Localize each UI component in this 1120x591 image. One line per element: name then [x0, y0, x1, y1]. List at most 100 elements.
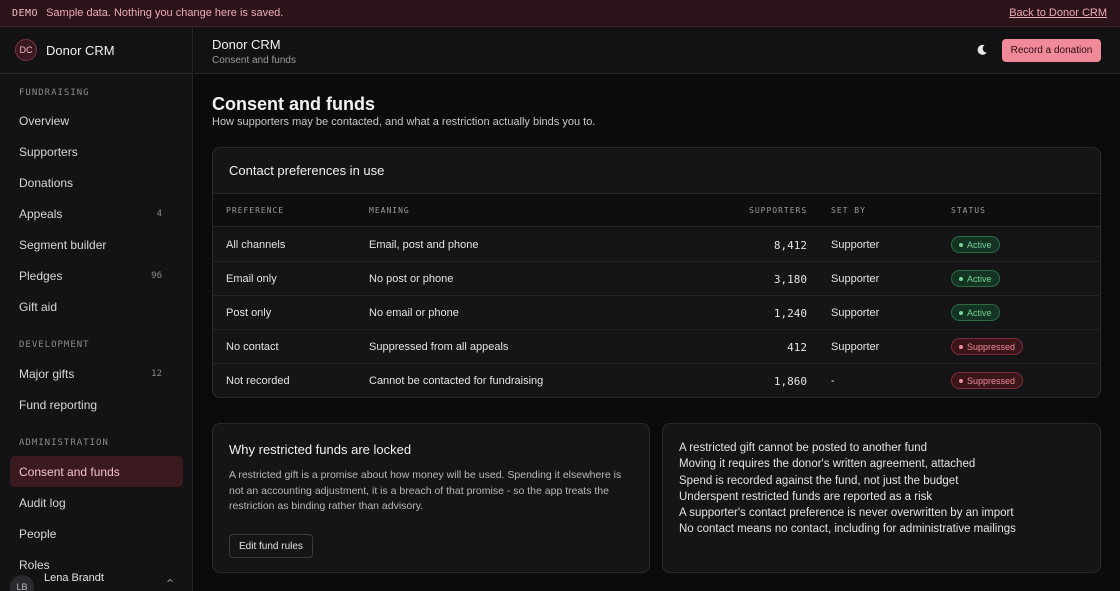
- status-badge: Active: [951, 270, 1000, 287]
- sidebar-item-count: 12: [151, 368, 162, 379]
- card-title: Contact preferences in use: [229, 163, 385, 178]
- table-row[interactable]: Post only No email or phone 1,240 Supporter…: [213, 296, 1100, 330]
- expand-icon: [167, 578, 173, 583]
- list-item: No contact means no contact, including f…: [679, 523, 1016, 536]
- user-name: Lena Brandt: [44, 572, 104, 584]
- cell-set-by: -: [831, 375, 835, 387]
- back-to-crm-link[interactable]: Back to Donor CRM: [1009, 7, 1107, 19]
- sidebar-item-label: Major gifts: [19, 366, 75, 381]
- list-item: A restricted gift cannot be posted to an…: [679, 442, 928, 454]
- column-header-status: STATUS: [951, 206, 986, 215]
- table-row[interactable]: Email only No post or phone 3,180 Supporter…: [213, 262, 1100, 296]
- page-subtitle: How supporters may be contacted, and wha…: [212, 116, 596, 128]
- sidebar-item-label: Donations: [19, 175, 74, 190]
- demo-tag: DEMO: [12, 7, 39, 19]
- sidebar-item-gift-aid[interactable]: Gift aid: [0, 291, 182, 322]
- sidebar-item-major-gifts[interactable]: Major gifts 12: [0, 358, 182, 389]
- card-description: A restricted gift is a promise about how…: [229, 469, 622, 512]
- top-bar: Donor CRM Consent and funds Record a don…: [194, 27, 1120, 74]
- record-donation-button[interactable]: Record a donation: [1002, 39, 1101, 62]
- demo-banner: DEMO Sample data. Nothing you change her…: [0, 0, 1120, 27]
- cell-supporters: 412: [787, 341, 807, 354]
- sidebar-item-supporters[interactable]: Supporters: [0, 136, 182, 167]
- sidebar-item-audit-log[interactable]: Audit log: [0, 487, 182, 518]
- moon-icon[interactable]: [975, 43, 989, 57]
- table-header: PREFERENCE MEANING SUPPORTERS SET BY STA…: [213, 193, 1100, 227]
- section-label-fundraising: FUNDRAISING: [19, 88, 90, 98]
- sidebar-item-label: Audit log: [19, 495, 66, 510]
- table-row[interactable]: No contact Suppressed from all appeals 412…: [213, 330, 1100, 364]
- sidebar-item-label: Overview: [19, 113, 70, 128]
- list-item: A supporter's contact preference is neve…: [679, 507, 1014, 520]
- cell-preference: No contact: [226, 341, 279, 353]
- sidebar-item-label: Pledges: [19, 268, 63, 283]
- edit-fund-rules-button[interactable]: Edit fund rules: [229, 534, 313, 558]
- status-label: Suppressed: [967, 341, 1016, 352]
- sidebar-item-label: Gift aid: [19, 299, 58, 314]
- sidebar-item-label: Supporters: [19, 144, 78, 159]
- sidebar-item-count: 4: [156, 208, 162, 219]
- cell-preference: All channels: [226, 239, 286, 251]
- column-header-meaning: MEANING: [369, 206, 410, 215]
- cell-preference: Not recorded: [226, 375, 290, 387]
- sidebar-item-consent-and-funds[interactable]: Consent and funds: [10, 456, 183, 487]
- status-dot: [959, 378, 963, 383]
- sidebar-item-pledges[interactable]: Pledges 96: [0, 260, 182, 291]
- cell-meaning: Email, post and phone: [369, 239, 479, 251]
- demo-message: Sample data. Nothing you change here is …: [46, 7, 284, 19]
- sidebar-item-label: Appeals: [19, 206, 63, 221]
- status-label: Suppressed: [967, 375, 1016, 386]
- status-dot: [959, 276, 963, 281]
- brand[interactable]: DC Donor CRM: [0, 27, 192, 74]
- sidebar-item-label: Fund reporting: [19, 397, 98, 412]
- status-badge: Suppressed: [951, 338, 1024, 355]
- page-title: Consent and funds: [212, 94, 375, 114]
- sidebar-item-label: Consent and funds: [19, 464, 120, 479]
- brand-logo: DC: [15, 39, 37, 61]
- current-section: Consent and funds: [212, 55, 296, 66]
- rules-list: A restricted gift cannot be posted to an…: [679, 440, 1016, 538]
- cell-preference: Email only: [226, 273, 277, 285]
- cell-supporters: 1,240: [773, 307, 807, 320]
- status-dot: [959, 344, 963, 349]
- column-header-preference: PREFERENCE: [226, 206, 285, 215]
- sidebar-item-people[interactable]: People: [0, 518, 182, 549]
- main-content: Consent and funds How supporters may be …: [194, 74, 1120, 591]
- cell-supporters: 1,860: [773, 375, 807, 388]
- sidebar-item-donations[interactable]: Donations: [0, 167, 182, 198]
- app-title: Donor CRM: [212, 37, 281, 52]
- rules-card: A restricted gift cannot be posted to an…: [662, 423, 1101, 573]
- sidebar-item-fund-reporting[interactable]: Fund reporting: [0, 389, 182, 420]
- sidebar-item-segment-builder[interactable]: Segment builder: [0, 229, 182, 260]
- status-dot: [959, 310, 963, 315]
- cell-preference: Post only: [226, 307, 272, 319]
- list-item: Underspent restricted funds are reported…: [679, 490, 933, 503]
- card-title: Why restricted funds are locked: [229, 442, 412, 457]
- sidebar: DC Donor CRM FUNDRAISING Overview Suppor…: [0, 27, 193, 591]
- sidebar-item-roles[interactable]: Roles: [0, 549, 182, 580]
- status-dot: [959, 242, 963, 247]
- sidebar-item-label: People: [19, 526, 57, 541]
- restricted-funds-card: Why restricted funds are locked A restri…: [212, 423, 650, 573]
- cell-supporters: 8,412: [773, 239, 807, 252]
- status-badge: Active: [951, 304, 1000, 321]
- cell-supporters: 3,180: [773, 273, 807, 286]
- status-label: Active: [967, 273, 992, 284]
- status-label: Active: [967, 239, 992, 250]
- sidebar-item-overview[interactable]: Overview: [0, 105, 182, 136]
- column-header-set-by: SET BY: [831, 206, 866, 215]
- cell-set-by: Supporter: [831, 239, 880, 251]
- sidebar-item-appeals[interactable]: Appeals 4: [0, 198, 182, 229]
- cell-meaning: No email or phone: [369, 307, 459, 319]
- cell-set-by: Supporter: [831, 307, 880, 319]
- avatar: LB: [10, 575, 34, 591]
- contact-preferences-card: Contact preferences in use PREFERENCE ME…: [212, 147, 1101, 398]
- column-header-supporters: SUPPORTERS: [749, 206, 808, 215]
- list-item: Moving it requires the donor's written a…: [679, 458, 976, 471]
- table-row[interactable]: All channels Email, post and phone 8,412 Su…: [213, 228, 1100, 262]
- status-badge: Suppressed: [951, 372, 1024, 389]
- table-row[interactable]: Not recorded Cannot be contacted for fund…: [213, 364, 1100, 397]
- section-label-development: DEVELOPMENT: [19, 340, 90, 350]
- user-menu[interactable]: LB Lena Brandt: [0, 571, 192, 591]
- cell-meaning: Cannot be contacted for fundraising: [369, 375, 544, 387]
